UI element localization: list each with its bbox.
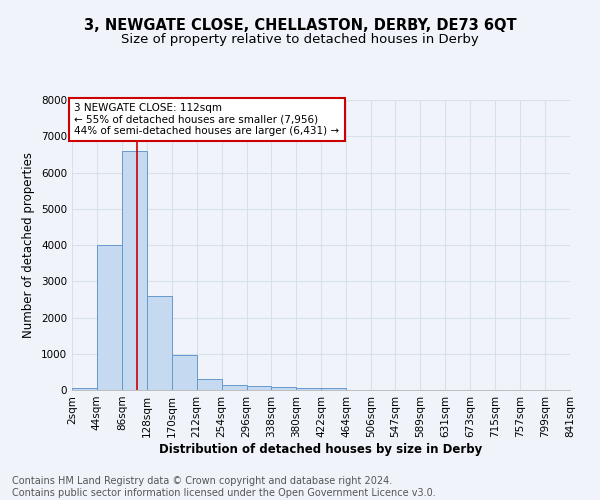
- Bar: [247, 386, 271, 390]
- Bar: [221, 386, 247, 390]
- Bar: [97, 245, 122, 390]
- Bar: [122, 151, 147, 390]
- Bar: [296, 388, 321, 390]
- X-axis label: Distribution of detached houses by size in Derby: Distribution of detached houses by size …: [160, 442, 482, 456]
- Text: Contains HM Land Registry data © Crown copyright and database right 2024.
Contai: Contains HM Land Registry data © Crown c…: [12, 476, 436, 498]
- Bar: [321, 388, 346, 390]
- Text: Size of property relative to detached houses in Derby: Size of property relative to detached ho…: [121, 32, 479, 46]
- Bar: [147, 296, 172, 390]
- Bar: [197, 379, 221, 390]
- Y-axis label: Number of detached properties: Number of detached properties: [22, 152, 35, 338]
- Bar: [271, 388, 296, 390]
- Bar: [172, 355, 197, 390]
- Text: 3 NEWGATE CLOSE: 112sqm
← 55% of detached houses are smaller (7,956)
44% of semi: 3 NEWGATE CLOSE: 112sqm ← 55% of detache…: [74, 103, 340, 136]
- Text: 3, NEWGATE CLOSE, CHELLASTON, DERBY, DE73 6QT: 3, NEWGATE CLOSE, CHELLASTON, DERBY, DE7…: [83, 18, 517, 32]
- Bar: [72, 388, 97, 390]
